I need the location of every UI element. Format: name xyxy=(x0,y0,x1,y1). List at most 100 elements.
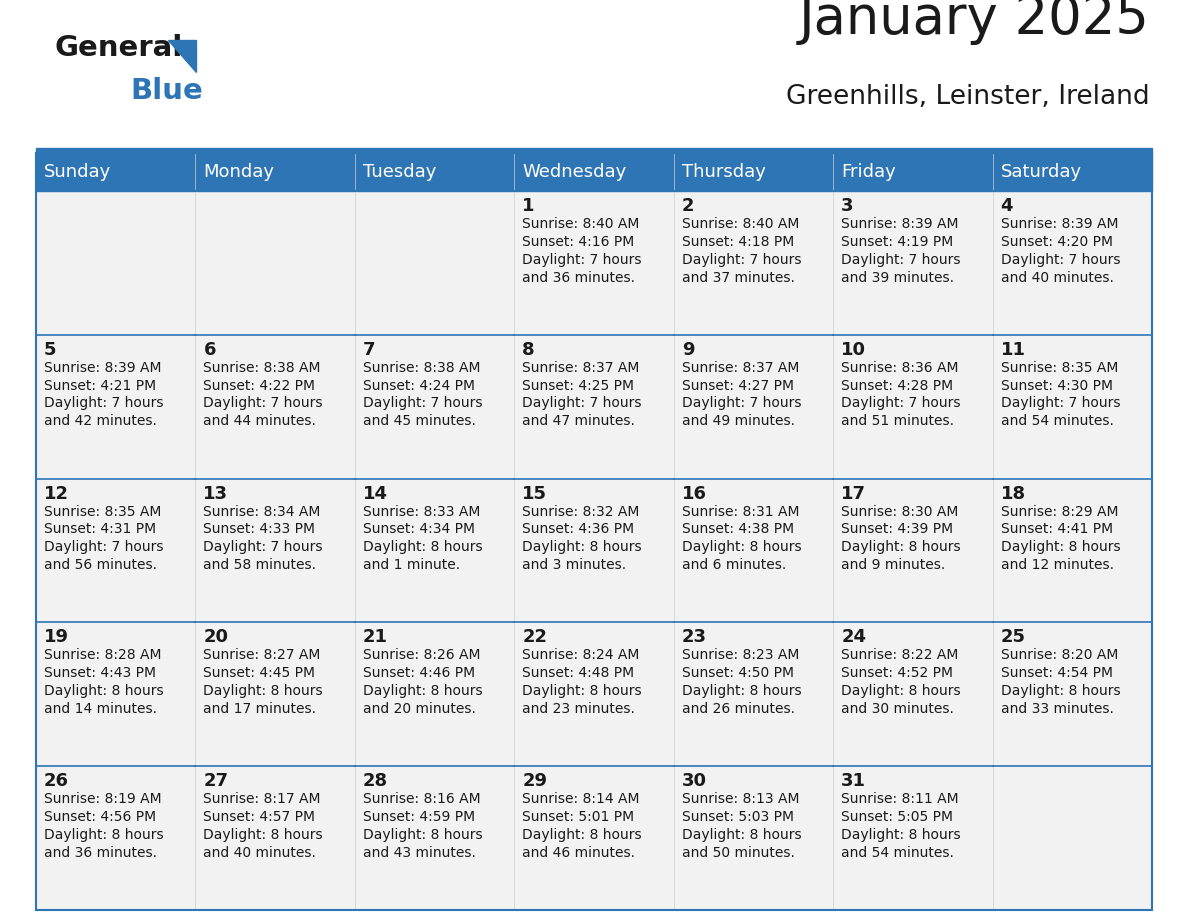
Bar xyxy=(355,767,514,910)
Text: Sunrise: 8:32 AM
Sunset: 4:36 PM
Daylight: 8 hours
and 3 minutes.: Sunrise: 8:32 AM Sunset: 4:36 PM Dayligh… xyxy=(523,505,642,572)
Text: 8: 8 xyxy=(523,341,535,359)
Text: General: General xyxy=(55,34,183,62)
Text: Sunrise: 8:37 AM
Sunset: 4:27 PM
Daylight: 7 hours
and 49 minutes.: Sunrise: 8:37 AM Sunset: 4:27 PM Dayligh… xyxy=(682,361,801,429)
Text: 11: 11 xyxy=(1000,341,1025,359)
Bar xyxy=(992,767,1152,910)
Bar xyxy=(355,335,514,478)
Bar xyxy=(355,478,514,622)
Bar xyxy=(833,153,992,191)
Text: Sunrise: 8:26 AM
Sunset: 4:46 PM
Daylight: 8 hours
and 20 minutes.: Sunrise: 8:26 AM Sunset: 4:46 PM Dayligh… xyxy=(362,648,482,716)
Text: Wednesday: Wednesday xyxy=(523,163,626,181)
Bar xyxy=(355,622,514,767)
Bar xyxy=(196,335,355,478)
Text: 10: 10 xyxy=(841,341,866,359)
Bar xyxy=(36,148,1152,153)
Text: Blue: Blue xyxy=(129,77,203,105)
Bar xyxy=(992,191,1152,335)
Text: 30: 30 xyxy=(682,772,707,790)
Text: Sunrise: 8:28 AM
Sunset: 4:43 PM
Daylight: 8 hours
and 14 minutes.: Sunrise: 8:28 AM Sunset: 4:43 PM Dayligh… xyxy=(44,648,164,716)
Text: Sunrise: 8:13 AM
Sunset: 5:03 PM
Daylight: 8 hours
and 50 minutes.: Sunrise: 8:13 AM Sunset: 5:03 PM Dayligh… xyxy=(682,792,802,860)
Text: 24: 24 xyxy=(841,629,866,646)
Bar xyxy=(674,767,833,910)
Text: Sunrise: 8:27 AM
Sunset: 4:45 PM
Daylight: 8 hours
and 17 minutes.: Sunrise: 8:27 AM Sunset: 4:45 PM Dayligh… xyxy=(203,648,323,716)
Text: 13: 13 xyxy=(203,485,228,502)
Text: 31: 31 xyxy=(841,772,866,790)
Text: Sunrise: 8:38 AM
Sunset: 4:22 PM
Daylight: 7 hours
and 44 minutes.: Sunrise: 8:38 AM Sunset: 4:22 PM Dayligh… xyxy=(203,361,323,429)
Bar xyxy=(514,335,674,478)
Text: 7: 7 xyxy=(362,341,375,359)
Bar xyxy=(36,191,196,335)
Bar xyxy=(196,153,355,191)
Text: Sunday: Sunday xyxy=(44,163,112,181)
Bar xyxy=(36,153,1152,910)
Text: 25: 25 xyxy=(1000,629,1025,646)
Text: 19: 19 xyxy=(44,629,69,646)
Bar xyxy=(196,191,355,335)
Bar xyxy=(36,153,196,191)
Text: Sunrise: 8:39 AM
Sunset: 4:19 PM
Daylight: 7 hours
and 39 minutes.: Sunrise: 8:39 AM Sunset: 4:19 PM Dayligh… xyxy=(841,217,961,285)
Bar xyxy=(355,191,514,335)
Text: 29: 29 xyxy=(523,772,548,790)
Bar xyxy=(514,622,674,767)
Text: Sunrise: 8:39 AM
Sunset: 4:20 PM
Daylight: 7 hours
and 40 minutes.: Sunrise: 8:39 AM Sunset: 4:20 PM Dayligh… xyxy=(1000,217,1120,285)
Text: Sunrise: 8:35 AM
Sunset: 4:30 PM
Daylight: 7 hours
and 54 minutes.: Sunrise: 8:35 AM Sunset: 4:30 PM Dayligh… xyxy=(1000,361,1120,429)
Text: 18: 18 xyxy=(1000,485,1025,502)
Text: Sunrise: 8:40 AM
Sunset: 4:16 PM
Daylight: 7 hours
and 36 minutes.: Sunrise: 8:40 AM Sunset: 4:16 PM Dayligh… xyxy=(523,217,642,285)
Text: 17: 17 xyxy=(841,485,866,502)
Text: 14: 14 xyxy=(362,485,387,502)
Text: Tuesday: Tuesday xyxy=(362,163,436,181)
Text: Sunrise: 8:33 AM
Sunset: 4:34 PM
Daylight: 8 hours
and 1 minute.: Sunrise: 8:33 AM Sunset: 4:34 PM Dayligh… xyxy=(362,505,482,572)
Text: 5: 5 xyxy=(44,341,57,359)
Bar xyxy=(674,478,833,622)
Text: Sunrise: 8:35 AM
Sunset: 4:31 PM
Daylight: 7 hours
and 56 minutes.: Sunrise: 8:35 AM Sunset: 4:31 PM Dayligh… xyxy=(44,505,164,572)
Text: Sunrise: 8:37 AM
Sunset: 4:25 PM
Daylight: 7 hours
and 47 minutes.: Sunrise: 8:37 AM Sunset: 4:25 PM Dayligh… xyxy=(523,361,642,429)
Bar xyxy=(992,335,1152,478)
Bar xyxy=(36,622,196,767)
Bar xyxy=(36,478,196,622)
Bar xyxy=(36,335,196,478)
Text: Sunrise: 8:30 AM
Sunset: 4:39 PM
Daylight: 8 hours
and 9 minutes.: Sunrise: 8:30 AM Sunset: 4:39 PM Dayligh… xyxy=(841,505,961,572)
Bar xyxy=(833,335,992,478)
Text: 16: 16 xyxy=(682,485,707,502)
Text: Sunrise: 8:19 AM
Sunset: 4:56 PM
Daylight: 8 hours
and 36 minutes.: Sunrise: 8:19 AM Sunset: 4:56 PM Dayligh… xyxy=(44,792,164,860)
Text: Sunrise: 8:14 AM
Sunset: 5:01 PM
Daylight: 8 hours
and 46 minutes.: Sunrise: 8:14 AM Sunset: 5:01 PM Dayligh… xyxy=(523,792,642,860)
Bar xyxy=(514,767,674,910)
Text: January 2025: January 2025 xyxy=(800,0,1150,45)
Text: Sunrise: 8:11 AM
Sunset: 5:05 PM
Daylight: 8 hours
and 54 minutes.: Sunrise: 8:11 AM Sunset: 5:05 PM Dayligh… xyxy=(841,792,961,860)
Bar xyxy=(674,191,833,335)
Text: 21: 21 xyxy=(362,629,387,646)
Bar xyxy=(992,478,1152,622)
Bar xyxy=(992,622,1152,767)
Bar xyxy=(36,767,196,910)
Bar xyxy=(355,153,514,191)
Text: Sunrise: 8:22 AM
Sunset: 4:52 PM
Daylight: 8 hours
and 30 minutes.: Sunrise: 8:22 AM Sunset: 4:52 PM Dayligh… xyxy=(841,648,961,716)
Text: Sunrise: 8:17 AM
Sunset: 4:57 PM
Daylight: 8 hours
and 40 minutes.: Sunrise: 8:17 AM Sunset: 4:57 PM Dayligh… xyxy=(203,792,323,860)
Text: Sunrise: 8:20 AM
Sunset: 4:54 PM
Daylight: 8 hours
and 33 minutes.: Sunrise: 8:20 AM Sunset: 4:54 PM Dayligh… xyxy=(1000,648,1120,716)
Text: Sunrise: 8:40 AM
Sunset: 4:18 PM
Daylight: 7 hours
and 37 minutes.: Sunrise: 8:40 AM Sunset: 4:18 PM Dayligh… xyxy=(682,217,801,285)
Text: 22: 22 xyxy=(523,629,548,646)
Bar xyxy=(833,478,992,622)
Text: 9: 9 xyxy=(682,341,694,359)
Text: 15: 15 xyxy=(523,485,548,502)
Bar xyxy=(674,335,833,478)
Bar xyxy=(514,191,674,335)
Text: 26: 26 xyxy=(44,772,69,790)
Text: Sunrise: 8:39 AM
Sunset: 4:21 PM
Daylight: 7 hours
and 42 minutes.: Sunrise: 8:39 AM Sunset: 4:21 PM Dayligh… xyxy=(44,361,164,429)
Polygon shape xyxy=(168,40,196,72)
Bar xyxy=(833,767,992,910)
Bar xyxy=(196,767,355,910)
Text: 12: 12 xyxy=(44,485,69,502)
Text: 6: 6 xyxy=(203,341,216,359)
Bar xyxy=(514,153,674,191)
Text: Thursday: Thursday xyxy=(682,163,765,181)
Text: Greenhills, Leinster, Ireland: Greenhills, Leinster, Ireland xyxy=(786,84,1150,110)
Text: 2: 2 xyxy=(682,197,694,215)
Text: 28: 28 xyxy=(362,772,388,790)
Text: 20: 20 xyxy=(203,629,228,646)
Text: 27: 27 xyxy=(203,772,228,790)
Bar xyxy=(674,153,833,191)
Text: Sunrise: 8:16 AM
Sunset: 4:59 PM
Daylight: 8 hours
and 43 minutes.: Sunrise: 8:16 AM Sunset: 4:59 PM Dayligh… xyxy=(362,792,482,860)
Text: 4: 4 xyxy=(1000,197,1013,215)
Text: Sunrise: 8:24 AM
Sunset: 4:48 PM
Daylight: 8 hours
and 23 minutes.: Sunrise: 8:24 AM Sunset: 4:48 PM Dayligh… xyxy=(523,648,642,716)
Text: Monday: Monday xyxy=(203,163,274,181)
